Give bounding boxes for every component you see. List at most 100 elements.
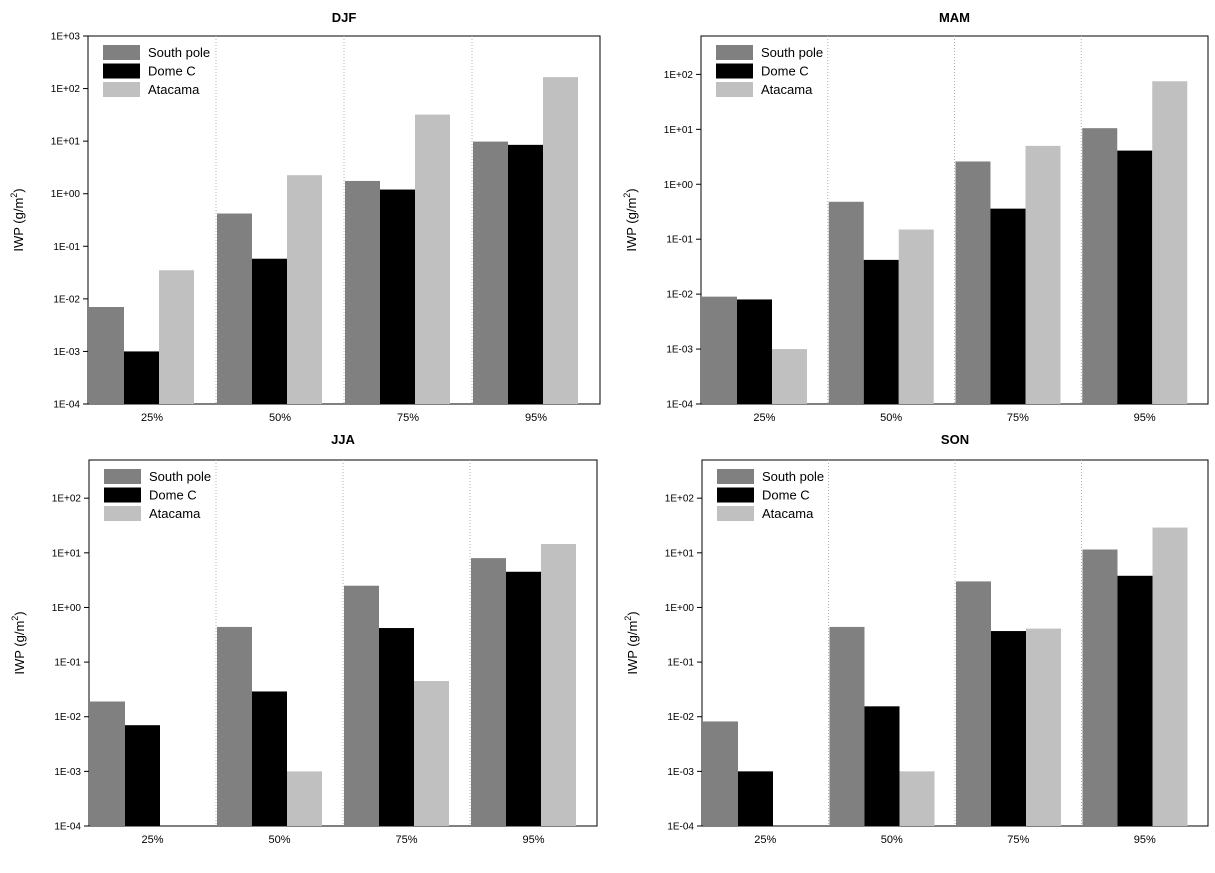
legend-swatch-atacama <box>716 82 753 97</box>
chart-panel-mam: MAM 1E-04 1E-03 1E-02 1E-01 1E+00 1E+01 1E+02 IW… <box>622 10 1209 424</box>
y-tick-label: 1E-01 <box>53 242 80 253</box>
y-tick-label: 1E+02 <box>664 70 694 81</box>
bar-atacama-50 <box>287 771 322 826</box>
bar-atacama-25 <box>772 349 807 404</box>
bar-south-pole-95 <box>473 141 508 404</box>
bar-south-pole-75 <box>344 585 379 826</box>
chart-panel-son: SON 1E-04 1E-03 1E-02 1E-01 1E+00 1E+01 1E+02 IW… <box>623 432 1209 846</box>
y-tick-label: 1E-03 <box>54 767 81 778</box>
bar-south-pole-50 <box>217 213 252 404</box>
x-tick-label: 95% <box>525 412 547 424</box>
x-tick-label: 25% <box>141 412 163 424</box>
y-tick-label: 1E-03 <box>666 345 693 356</box>
legend-label-south-pole: South pole <box>149 469 211 484</box>
legend-label-dome-c: Dome C <box>149 488 197 503</box>
legend-swatch-dome-c <box>717 487 754 503</box>
legend-label-atacama: Atacama <box>149 506 201 521</box>
x-tick-label: 75% <box>1007 834 1029 846</box>
y-tick-label: 1E-02 <box>666 290 693 301</box>
legend-swatch-south-pole <box>716 45 753 60</box>
bar-south-pole-25 <box>703 721 738 826</box>
x-tick-label: 25% <box>753 412 775 424</box>
y-tick-label: 1E+01 <box>665 548 695 559</box>
bar-south-pole-95 <box>471 558 506 826</box>
y-tick-label: 1E-04 <box>54 822 81 833</box>
bar-atacama-25 <box>159 270 194 404</box>
y-tick-label: 1E-02 <box>53 294 80 305</box>
y-tick-label: 1E+02 <box>52 494 82 505</box>
x-tick-label: 25% <box>754 834 776 846</box>
bar-atacama-95 <box>1152 81 1188 405</box>
bar-dome-c-95 <box>1117 150 1153 404</box>
chart-title-jja: JJA <box>331 432 355 447</box>
y-axis-label: IWP (g/m2) <box>622 188 639 251</box>
bar-dome-c-25 <box>738 771 773 826</box>
legend-swatch-south-pole <box>104 469 141 484</box>
y-tick-label: 1E+01 <box>51 137 81 148</box>
x-tick-label: 50% <box>268 834 290 846</box>
bar-atacama-50 <box>899 771 935 826</box>
bar-dome-c-25 <box>737 299 772 404</box>
y-tick-label: 1E+02 <box>51 84 81 95</box>
y-tick-label: 1E-04 <box>53 400 80 411</box>
chart-title-mam: MAM <box>939 10 970 25</box>
y-tick-label: 1E+00 <box>51 189 81 200</box>
legend-swatch-south-pole <box>717 469 754 484</box>
bar-dome-c-25 <box>124 351 159 404</box>
y-tick-label: 1E+01 <box>664 125 694 136</box>
y-tick-label: 1E-03 <box>53 347 80 358</box>
x-tick-label: 75% <box>1007 412 1029 424</box>
legend: South pole Dome C Atacama <box>103 45 210 97</box>
legend-label-south-pole: South pole <box>148 45 210 60</box>
bar-atacama-95 <box>543 77 578 404</box>
bar-atacama-75 <box>1026 628 1061 826</box>
bar-dome-c-75 <box>380 189 415 404</box>
y-tick-label: 1E-03 <box>667 767 694 778</box>
bar-atacama-95 <box>1152 527 1188 826</box>
bar-atacama-75 <box>415 114 450 405</box>
legend-label-dome-c: Dome C <box>762 488 810 503</box>
bar-dome-c-50 <box>863 259 899 404</box>
bar-dome-c-95 <box>508 144 543 405</box>
y-tick-label: 1E+02 <box>665 494 695 505</box>
y-tick-label: 1E-01 <box>666 235 693 246</box>
bar-dome-c-75 <box>379 628 414 826</box>
bar-south-pole-25 <box>702 296 737 404</box>
y-tick-label: 1E-02 <box>667 712 694 723</box>
y-tick-label: 1E-01 <box>54 658 81 669</box>
legend: South pole Dome C Atacama <box>104 469 211 521</box>
bar-dome-c-75 <box>991 631 1026 826</box>
legend-label-dome-c: Dome C <box>761 64 809 79</box>
bar-atacama-50 <box>898 229 934 404</box>
chart-title-son: SON <box>941 432 969 447</box>
y-tick-label: 1E+01 <box>52 548 82 559</box>
chart-panel-djf: DJF 1E-04 1E-03 1E-02 1E-01 1E+00 1E+01 1E+02 1E… <box>9 10 601 424</box>
bar-south-pole-95 <box>1082 549 1118 826</box>
legend-label-south-pole: South pole <box>761 45 823 60</box>
x-tick-label: 75% <box>395 834 417 846</box>
bar-atacama-95 <box>541 544 576 826</box>
x-tick-label: 50% <box>880 412 902 424</box>
bar-dome-c-50 <box>252 258 287 404</box>
y-axis-label: IWP (g/m2) <box>623 611 640 674</box>
y-tick-label: 1E-01 <box>667 658 694 669</box>
legend-swatch-south-pole <box>103 45 140 60</box>
legend-label-atacama: Atacama <box>762 506 814 521</box>
bar-dome-c-95 <box>506 571 541 826</box>
y-tick-label: 1E+03 <box>51 32 81 43</box>
x-tick-label: 25% <box>141 834 163 846</box>
legend-label-dome-c: Dome C <box>148 64 196 79</box>
legend-swatch-atacama <box>103 82 140 97</box>
y-tick-label: 1E-04 <box>667 822 694 833</box>
y-axis-label: IWP (g/m2) <box>9 188 26 251</box>
bar-dome-c-75 <box>990 208 1026 404</box>
bar-atacama-75 <box>1025 145 1061 405</box>
legend-label-atacama: Atacama <box>148 82 200 97</box>
legend-swatch-dome-c <box>716 63 753 79</box>
legend-swatch-dome-c <box>104 487 141 503</box>
x-tick-label: 75% <box>397 412 419 424</box>
x-tick-label: 95% <box>1134 834 1156 846</box>
legend-swatch-atacama <box>717 506 754 521</box>
bar-south-pole-25 <box>89 307 124 404</box>
